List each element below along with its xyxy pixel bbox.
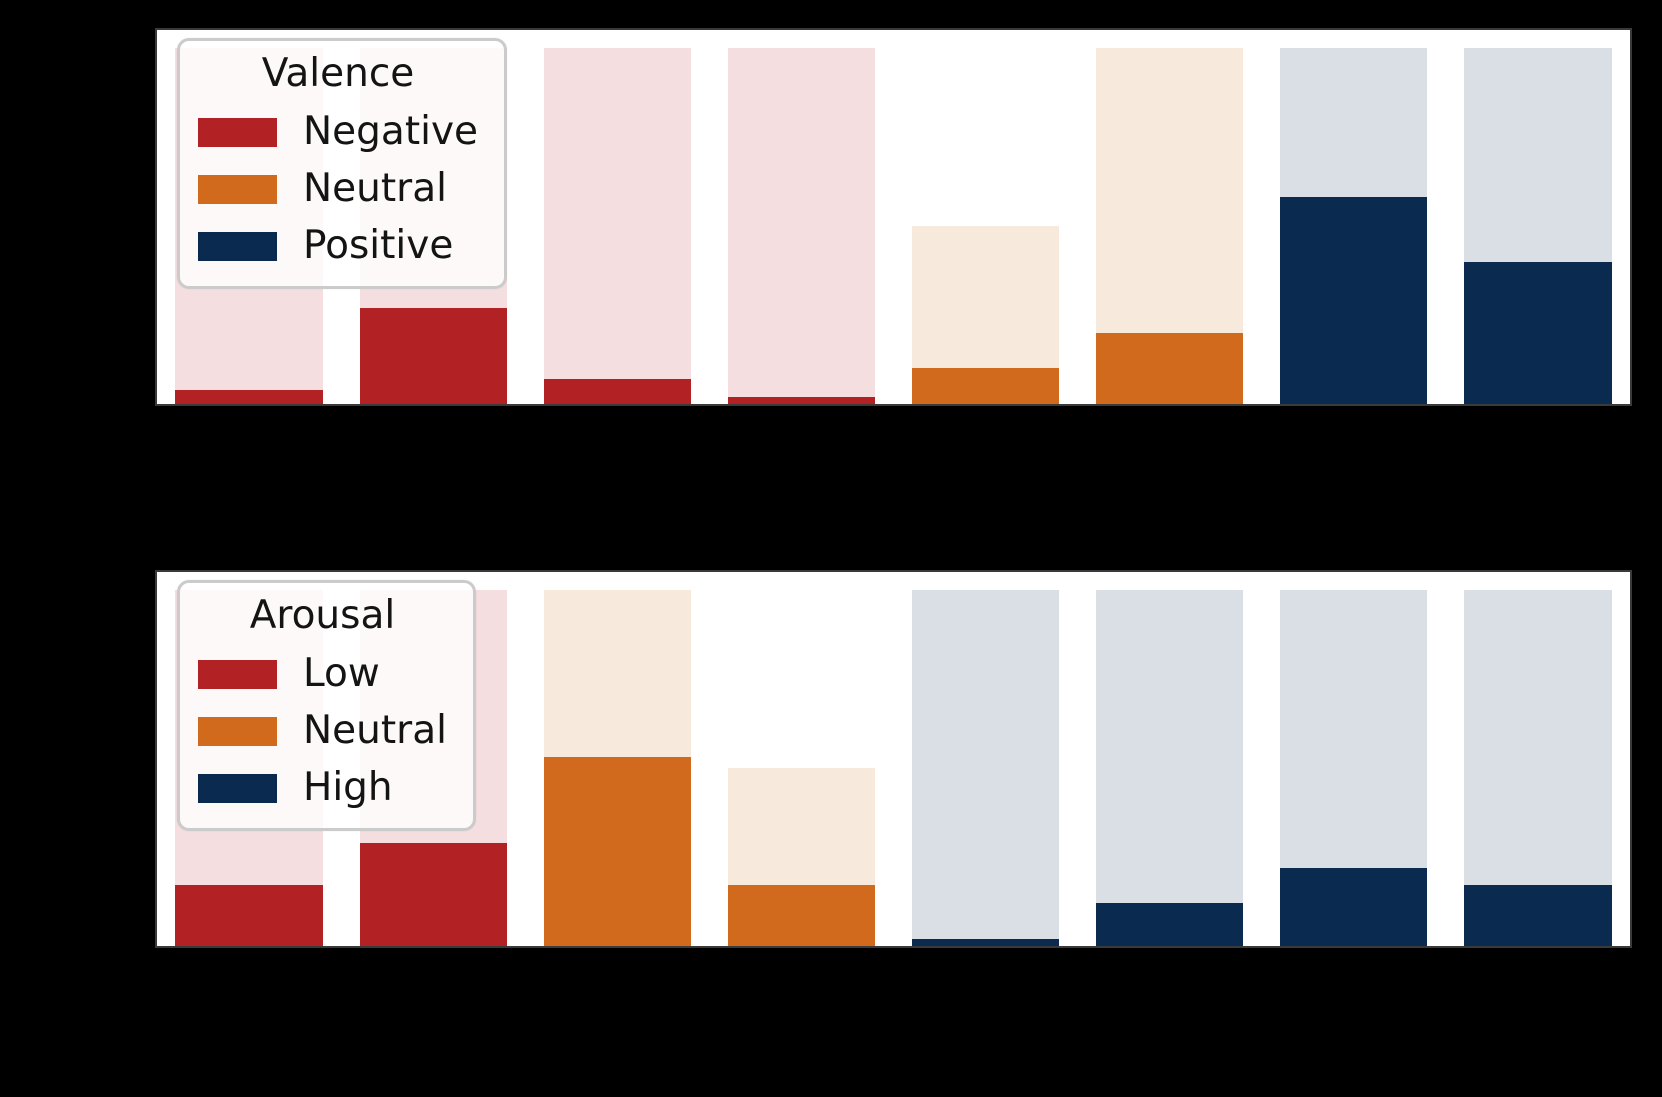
low-swatch-icon [198, 659, 277, 689]
arousal-bar-slot-5 [894, 572, 1078, 946]
valence-bar-3-value [543, 379, 691, 404]
neutral-swatch-icon [198, 174, 277, 204]
arousal-bar-4-value [727, 885, 876, 946]
valence-bar-1-value [175, 389, 323, 404]
arousal-bar-slot-8 [1446, 572, 1630, 946]
legend-row-neutral: Neutral [198, 709, 447, 753]
arousal-bar-2-value [359, 842, 507, 946]
valence-bar-slot-4 [709, 30, 893, 404]
high-swatch-icon [198, 773, 277, 803]
valence-axes: Valence Negative Neutral Positive [155, 28, 1632, 406]
arousal-legend: Arousal Low Neutral High [177, 580, 476, 831]
arousal-axes: Arousal Low Neutral High [155, 570, 1632, 948]
neutral-swatch-icon [198, 716, 277, 746]
valence-bar-slot-8 [1446, 30, 1630, 404]
neutral-legend-label: Neutral [303, 708, 447, 753]
arousal-bar-8-value [1464, 885, 1612, 946]
positive-swatch-icon [198, 231, 277, 261]
low-legend-label: Low [303, 651, 380, 696]
arousal-bar-slot-3 [525, 572, 709, 946]
legend-row-high: High [198, 766, 447, 810]
valence-bar-4-value [727, 396, 876, 404]
valence-bar-3-total [543, 47, 691, 404]
valence-bar-4-total [727, 47, 876, 404]
arousal-bar-5-total [911, 589, 1060, 946]
arousal-legend-title: Arousal [249, 593, 396, 638]
negative-legend-label: Negative [303, 109, 479, 154]
arousal-bar-slot-6 [1078, 572, 1262, 946]
arousal-bar-slot-4 [709, 572, 893, 946]
arousal-bar-7-value [1280, 867, 1428, 946]
arousal-bar-6-total [1096, 589, 1244, 946]
arousal-bar-6-value [1096, 903, 1244, 946]
valence-bar-5-value [911, 368, 1060, 404]
valence-bar-slot-6 [1078, 30, 1262, 404]
valence-legend: Valence Negative Neutral Positive [177, 38, 508, 289]
arousal-bar-5-value [911, 938, 1060, 946]
valence-legend-title: Valence [261, 51, 415, 96]
negative-swatch-icon [198, 117, 277, 147]
arousal-bar-1-value [175, 885, 323, 946]
valence-bar-slot-3 [525, 30, 709, 404]
neutral-legend-label: Neutral [303, 166, 447, 211]
valence-bar-slot-7 [1262, 30, 1446, 404]
legend-row-neutral: Neutral [198, 167, 478, 211]
valence-bar-6-value [1096, 332, 1244, 404]
legend-row-low: Low [198, 652, 447, 696]
valence-bar-2-value [359, 307, 507, 404]
legend-row-positive: Positive [198, 224, 478, 268]
arousal-bar-3-value [543, 757, 691, 946]
valence-bar-7-value [1280, 197, 1428, 404]
legend-row-negative: Negative [198, 110, 478, 154]
valence-bar-8-value [1464, 261, 1612, 404]
positive-legend-label: Positive [303, 223, 454, 268]
valence-bar-slot-5 [894, 30, 1078, 404]
high-legend-label: High [303, 765, 393, 810]
arousal-bar-slot-7 [1262, 572, 1446, 946]
